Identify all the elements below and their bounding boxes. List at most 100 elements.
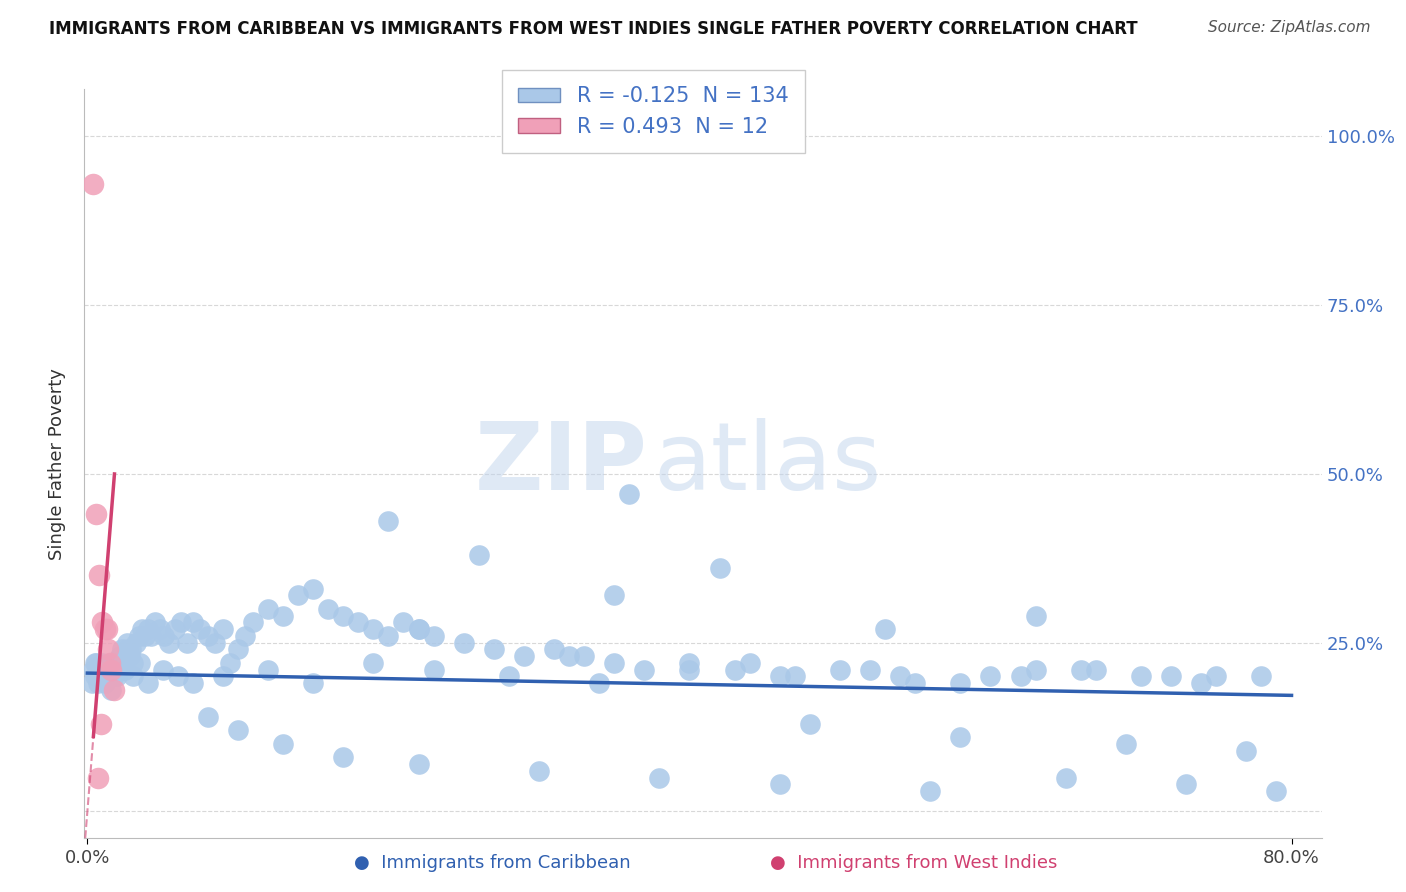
Point xyxy=(467,548,489,562)
Point xyxy=(107,663,129,677)
Point xyxy=(302,676,325,690)
Point xyxy=(112,656,135,670)
Point xyxy=(121,669,143,683)
Point xyxy=(100,669,122,683)
Point xyxy=(82,663,104,677)
Point xyxy=(1025,663,1047,677)
Point xyxy=(204,636,226,650)
Point xyxy=(176,636,198,650)
Point xyxy=(93,669,115,683)
Point xyxy=(170,615,193,630)
Point xyxy=(422,629,444,643)
Point xyxy=(859,663,882,677)
Point xyxy=(271,737,294,751)
Point xyxy=(678,656,700,670)
Point xyxy=(90,716,112,731)
Point xyxy=(211,669,233,683)
Point xyxy=(1189,676,1212,690)
Point xyxy=(97,642,120,657)
Point xyxy=(166,669,188,683)
Point xyxy=(723,663,745,677)
Point xyxy=(769,777,792,791)
Point xyxy=(619,487,641,501)
Point xyxy=(100,663,122,677)
Point xyxy=(633,663,655,677)
Point xyxy=(82,177,104,191)
Point xyxy=(482,642,505,657)
Point xyxy=(408,622,430,636)
Point xyxy=(709,561,731,575)
Point xyxy=(152,663,174,677)
Point xyxy=(979,669,1001,683)
Point xyxy=(110,649,132,664)
Point xyxy=(121,656,143,670)
Text: atlas: atlas xyxy=(654,417,882,510)
Point xyxy=(1054,771,1077,785)
Point xyxy=(363,656,385,670)
Legend: R = -0.125  N = 134, R = 0.493  N = 12: R = -0.125 N = 134, R = 0.493 N = 12 xyxy=(502,70,806,153)
Point xyxy=(1175,777,1198,791)
Point xyxy=(86,656,108,670)
Point xyxy=(235,629,257,643)
Point xyxy=(1010,669,1032,683)
Point xyxy=(920,784,942,798)
Point xyxy=(1205,669,1227,683)
Point xyxy=(149,622,172,636)
Point xyxy=(603,656,626,670)
Point xyxy=(153,629,176,643)
Point xyxy=(543,642,565,657)
Point xyxy=(588,676,610,690)
Text: ●  Immigrants from Caribbean: ● Immigrants from Caribbean xyxy=(354,855,630,872)
Point xyxy=(347,615,370,630)
Point xyxy=(738,656,761,670)
Text: ●  Immigrants from West Indies: ● Immigrants from West Indies xyxy=(770,855,1057,872)
Point xyxy=(181,615,204,630)
Point xyxy=(1025,608,1047,623)
Point xyxy=(89,568,111,582)
Point xyxy=(120,642,142,657)
Point xyxy=(949,730,972,744)
Point xyxy=(453,636,475,650)
Point xyxy=(89,669,111,683)
Point xyxy=(316,602,339,616)
Point xyxy=(103,669,125,683)
Point xyxy=(1160,669,1182,683)
Point xyxy=(90,669,112,683)
Point xyxy=(363,622,385,636)
Point xyxy=(287,589,309,603)
Text: IMMIGRANTS FROM CARIBBEAN VS IMMIGRANTS FROM WEST INDIES SINGLE FATHER POVERTY C: IMMIGRANTS FROM CARIBBEAN VS IMMIGRANTS … xyxy=(49,20,1137,37)
Point xyxy=(188,622,211,636)
Point xyxy=(103,683,125,698)
Point xyxy=(83,669,105,683)
Point xyxy=(392,615,415,630)
Point xyxy=(1130,669,1153,683)
Point xyxy=(211,622,233,636)
Point xyxy=(332,750,354,764)
Point xyxy=(124,636,146,650)
Point xyxy=(1084,663,1107,677)
Point xyxy=(799,716,821,731)
Point xyxy=(98,656,121,670)
Point xyxy=(197,710,219,724)
Point xyxy=(108,656,131,670)
Point xyxy=(527,764,550,778)
Point xyxy=(104,656,127,670)
Point xyxy=(1265,784,1288,798)
Point xyxy=(111,642,134,657)
Point xyxy=(226,723,249,738)
Point xyxy=(114,649,136,664)
Point xyxy=(143,615,166,630)
Point xyxy=(603,589,626,603)
Point xyxy=(513,649,536,664)
Point xyxy=(107,669,129,683)
Point xyxy=(408,757,430,772)
Text: Source: ZipAtlas.com: Source: ZipAtlas.com xyxy=(1208,20,1371,35)
Point xyxy=(1250,669,1272,683)
Point xyxy=(87,771,110,785)
Point xyxy=(889,669,911,683)
Point xyxy=(94,663,117,677)
Point xyxy=(163,622,186,636)
Point xyxy=(242,615,264,630)
Point xyxy=(828,663,851,677)
Point xyxy=(80,676,103,690)
